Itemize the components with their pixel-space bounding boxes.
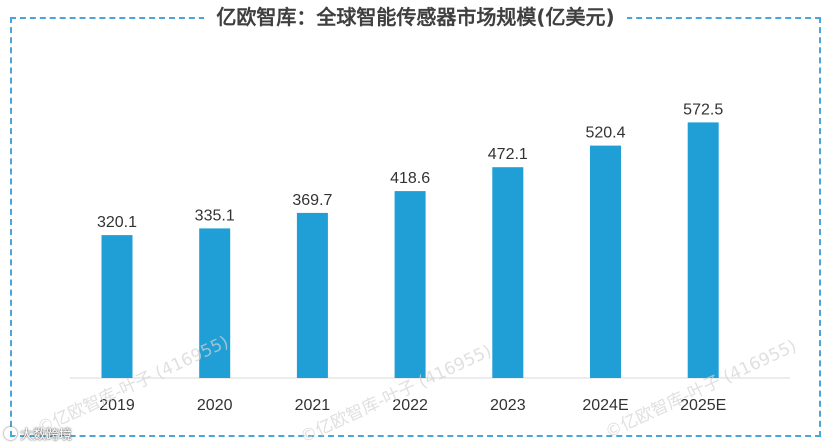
x-tick-labels-group: 2019 2020 2021 2022 2023 2024E 2025E — [99, 397, 726, 414]
chart-title-wrap: 亿欧智库：全球智能传感器市场规模(亿美元) — [0, 2, 831, 32]
bar-2020 — [199, 228, 231, 378]
x-tick-label-2025E: 2025E — [680, 397, 726, 414]
source-badge: 大数跨境 — [4, 424, 72, 443]
data-label-2020: 335.1 — [195, 207, 235, 224]
bar-2024E — [590, 145, 621, 378]
data-label-2024E: 520.4 — [585, 125, 625, 142]
data-label-2023: 472.1 — [488, 146, 528, 163]
bar-2019 — [101, 235, 133, 378]
x-tick-label-2020: 2020 — [197, 397, 233, 414]
chart-title: 亿欧智库：全球智能传感器市场规模(亿美元) — [204, 2, 627, 32]
data-labels-group: 320.1 335.1 369.7 418.6 472.1 520.4 572.5 — [97, 101, 723, 231]
data-label-2025E: 572.5 — [683, 101, 723, 118]
data-label-2021: 369.7 — [292, 192, 332, 209]
bar-2022 — [394, 191, 426, 378]
bar-2023 — [492, 167, 524, 378]
bars-group — [101, 122, 719, 379]
source-label: 大数跨境 — [20, 428, 73, 443]
x-tick-label-2019: 2019 — [99, 397, 135, 414]
x-tick-label-2024E: 2024E — [582, 397, 628, 414]
bar-2025E — [687, 122, 719, 379]
bar-2021 — [296, 212, 328, 378]
x-tick-label-2021: 2021 — [295, 397, 331, 414]
data-label-2022: 418.6 — [390, 170, 430, 187]
source-logo-icon — [4, 427, 17, 440]
data-label-2019: 320.1 — [97, 214, 137, 231]
x-tick-label-2023: 2023 — [490, 397, 526, 414]
x-tick-label-2022: 2022 — [392, 397, 428, 414]
